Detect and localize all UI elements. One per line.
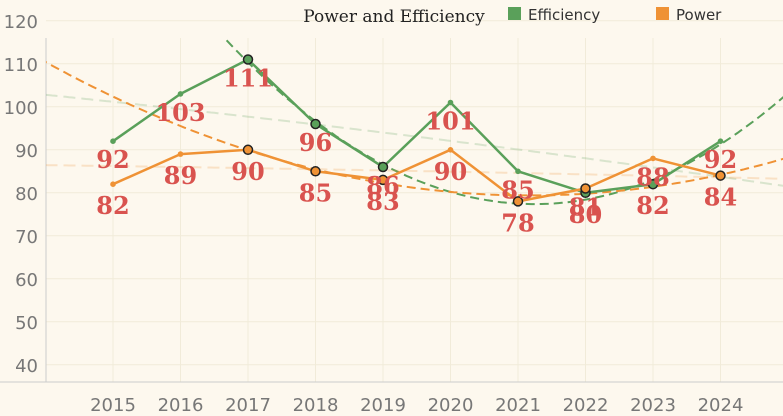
legend-item-efficiency: Efficiency: [508, 6, 600, 24]
y-tick-label: 120: [4, 12, 38, 33]
trend-curve: [46, 164, 783, 180]
x-tick-label: 2021: [495, 395, 541, 416]
data-point: [110, 138, 116, 144]
data-point: [447, 147, 454, 153]
legend-item-power: Power: [656, 6, 722, 24]
legend-label-power: Power: [676, 6, 722, 24]
highlight-trend-curve: [46, 61, 783, 197]
y-tick-label: 50: [15, 313, 38, 334]
data-label: 103: [155, 98, 205, 127]
data-label: 80: [569, 200, 602, 229]
data-label: 86: [366, 171, 399, 200]
x-tick-label: 2015: [90, 395, 136, 416]
x-tick-label: 2022: [563, 395, 609, 416]
y-tick-label: 60: [15, 270, 38, 291]
data-label: 83: [366, 187, 399, 216]
legend: Efficiency Power: [508, 6, 722, 24]
data-point-highlight: [242, 144, 254, 156]
data-point-highlight: [512, 196, 524, 207]
data-label: 92: [96, 145, 129, 174]
legend-swatch-efficiency: [508, 7, 521, 20]
data-label: 90: [231, 157, 264, 186]
series-points: [110, 54, 726, 207]
data-label: 85: [501, 175, 534, 204]
legend-swatch-power: [656, 7, 669, 20]
data-labels: 92 103 111 96 86 101 85 80 82 92 82 89 90 85 83 90 78 81 8…: [96, 64, 737, 238]
x-tick-label: 2017: [225, 395, 271, 416]
data-point-highlight: [580, 183, 591, 194]
data-label: 96: [299, 128, 332, 157]
y-tick-label: 70: [15, 227, 38, 248]
y-tick-label: 100: [4, 98, 38, 119]
x-tick-labels: 2015 2016 2017 2018 2019 2020 2021 2022 2023 2024: [90, 395, 743, 416]
data-label: 85: [299, 178, 332, 207]
data-point: [110, 181, 116, 187]
data-label: 88: [636, 162, 669, 191]
series-line: [112, 148, 721, 203]
x-tick-label: 2020: [428, 395, 474, 416]
data-point-highlight: [310, 118, 321, 130]
y-tick-label: 90: [15, 141, 38, 162]
data-point: [177, 151, 184, 157]
data-label: 90: [434, 157, 467, 186]
y-tick-label: 80: [15, 184, 38, 205]
legend-label-efficiency: Efficiency: [528, 6, 600, 24]
data-point-highlight: [377, 174, 389, 186]
trend-curve: [46, 93, 783, 187]
data-point: [717, 138, 724, 144]
y-tick-labels: 40 50 60 70 80 90 100 110 120: [4, 12, 38, 377]
data-point: [177, 91, 184, 97]
data-point: [515, 168, 521, 175]
data-point: [650, 155, 656, 162]
series-lines: [112, 58, 722, 203]
trend-lines: [46, 38, 783, 206]
data-point: [447, 99, 454, 106]
data-point-highlight: [242, 54, 254, 65]
y-tick-label: 110: [4, 55, 38, 76]
data-label: 82: [636, 191, 669, 220]
x-tick-label: 2016: [158, 395, 204, 416]
data-point-highlight: [715, 170, 726, 181]
data-label: 82: [96, 191, 129, 220]
x-tick-label: 2023: [630, 395, 676, 416]
y-tick-label: 40: [15, 356, 38, 377]
data-label: 84: [704, 183, 737, 212]
x-tick-label: 2018: [293, 395, 339, 416]
data-label: 92: [704, 145, 737, 174]
data-label: 81: [569, 193, 602, 222]
grid: [46, 20, 783, 382]
data-label: 101: [425, 107, 475, 136]
data-point-highlight: [377, 161, 389, 173]
data-point-highlight: [647, 178, 659, 190]
chart-title: Power and Efficiency: [303, 7, 485, 27]
series-line: [112, 58, 722, 195]
data-label: 78: [501, 208, 534, 237]
x-tick-label: 2024: [698, 395, 744, 416]
data-label: 111: [223, 64, 273, 93]
x-tick-label: 2019: [360, 395, 406, 416]
data-point-highlight: [310, 166, 321, 177]
data-label: 89: [164, 161, 197, 190]
